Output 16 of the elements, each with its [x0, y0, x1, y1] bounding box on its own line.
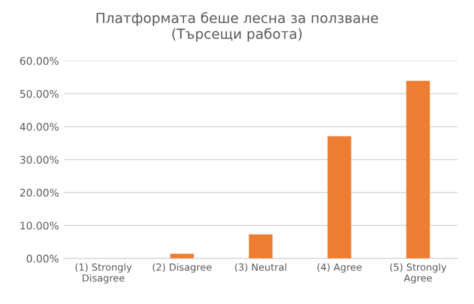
x-tick-label: (2) Disagree: [152, 263, 212, 273]
x-tick-label: (5) Strongly Agree: [390, 263, 446, 284]
bar: [406, 80, 430, 258]
y-tick-label: 50.00%: [20, 90, 59, 98]
chart-title: Платформата беше лесна за ползване (Търсещи работа): [96, 12, 378, 42]
y-tick-label: 0.00%: [26, 254, 59, 263]
y-tick-label: 30.00%: [20, 156, 59, 164]
x-tick-label: (4) Agree: [318, 263, 362, 273]
x-tick-label: (1) Strongly Disagree: [75, 263, 132, 284]
y-tick-label: 20.00%: [20, 188, 59, 197]
x-tick-label: (3) Neutral: [235, 263, 286, 272]
y-tick-label: 10.00%: [20, 222, 59, 230]
y-tick-label: 40.00%: [20, 122, 59, 131]
bar: [248, 234, 273, 258]
y-tick-label: 60.00%: [20, 57, 59, 65]
bar: [328, 136, 352, 258]
